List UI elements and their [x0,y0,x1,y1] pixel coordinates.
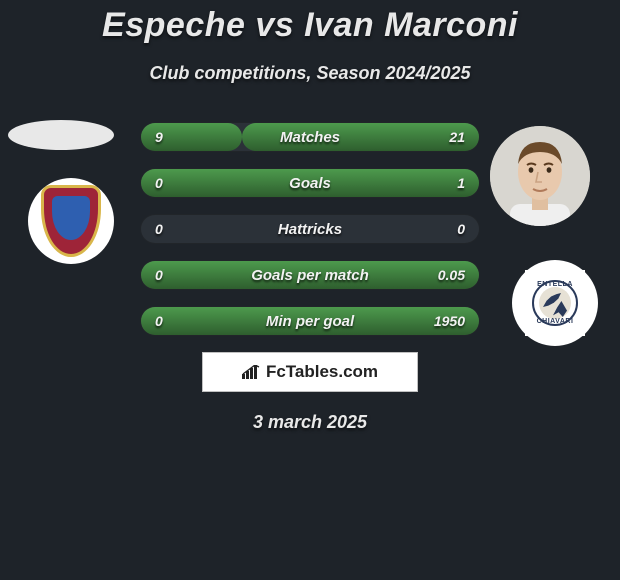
stat-row: Matches9 21 [140,122,480,152]
crest-a-icon [41,185,101,257]
stat-label: Min per goal [141,307,479,335]
club-right-badge: ENTELLA CHIAVARI [512,260,598,346]
stat-value-left: 0 [155,215,163,243]
player-left-avatar-placeholder [8,120,114,150]
stat-value-left: 0 [155,169,163,197]
stat-value-right: 0 [457,215,465,243]
stat-value-left: 0 [155,307,163,335]
stat-label: Goals per match [141,261,479,289]
badge-right-bottom-text: CHIAVARI [537,318,574,325]
stat-row: Goals per match0 0.05 [140,260,480,290]
stat-value-right: 21 [449,123,465,151]
stat-label: Hattricks [141,215,479,243]
club-left-badge [28,178,114,264]
bar-chart-icon [242,365,260,379]
comparison-page: Espeche vs Ivan Marconi Club competition… [0,0,620,580]
stat-label: Goals [141,169,479,197]
stat-value-left: 0 [155,261,163,289]
stat-value-right: 1950 [434,307,465,335]
brand-box[interactable]: FcTables.com [202,352,418,392]
player-right-avatar [490,126,590,226]
stat-row: Hattricks0 0 [140,214,480,244]
stat-row: Goals0 1 [140,168,480,198]
page-subtitle: Club competitions, Season 2024/2025 [0,63,620,84]
stat-value-left: 9 [155,123,163,151]
crest-b-icon: ENTELLA CHIAVARI [525,270,585,336]
stats-container: Matches921Goals01Hattricks00Goals per ma… [140,122,480,336]
face-icon [490,126,590,226]
stat-label: Matches [141,123,479,151]
page-title: Espeche vs Ivan Marconi [0,6,620,45]
stat-value-right: 0.05 [438,261,465,289]
stat-row: Min per goal0 1950 [140,306,480,336]
brand-text: FcTables.com [266,362,378,382]
page-date: 3 march 2025 [0,412,620,433]
stat-value-right: 1 [457,169,465,197]
